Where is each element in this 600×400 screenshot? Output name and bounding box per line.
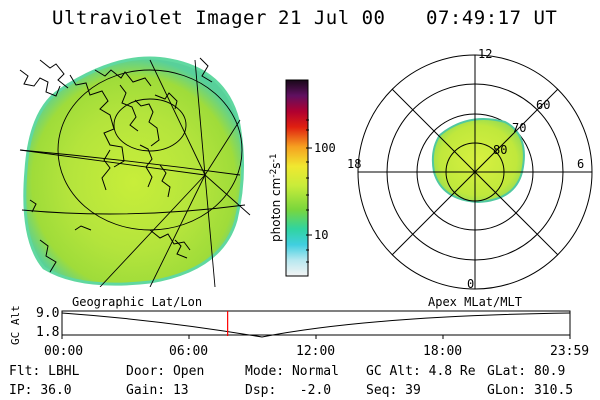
geographic-image: [19, 56, 251, 287]
info-seq: Seq: 39: [366, 383, 421, 398]
info-gain: Gain: 13: [126, 383, 189, 398]
left-panel-caption: Geographic Lat/Lon: [72, 295, 203, 309]
time-tick-2359: 23:59: [550, 344, 590, 359]
info-dsp: Dsp: -2.0: [245, 383, 332, 398]
time-label: 07:49:17 UT: [426, 7, 558, 29]
colorbar-ticks: [306, 119, 312, 263]
colorbar-tick-100: 100: [314, 141, 336, 155]
info-filter: Flt: LBHL: [9, 364, 80, 379]
info-glat: GLat: 80.9: [487, 364, 566, 379]
geo-grid: [19, 59, 251, 287]
time-tick-1200: 12:00: [296, 344, 336, 359]
info-door: Door: Open: [126, 364, 205, 379]
mlt-label-6: 6: [577, 157, 585, 171]
mlat-label-60: 60: [536, 98, 551, 112]
date-label: 21 Jul 00: [278, 7, 386, 29]
time-tick-1800: 18:00: [423, 344, 463, 359]
info-ip: IP: 36.0: [9, 383, 72, 398]
mlat-label-70: 70: [512, 121, 527, 135]
info-gc-alt: GC Alt: 4.8 Re: [366, 364, 476, 379]
mlt-label-18: 18: [347, 157, 362, 171]
altitude-xticks: [61, 335, 571, 339]
colorbar-tick-10: 10: [314, 228, 329, 242]
right-panel-caption: Apex MLat/MLT: [428, 295, 522, 309]
altitude-plot: [61, 310, 571, 339]
altitude-curve: [61, 312, 571, 338]
instrument-title: Ultraviolet Imager: [52, 7, 267, 29]
mlat-label-80: 80: [493, 143, 508, 157]
info-mode: Mode: Normal: [245, 364, 339, 379]
mlt-label-0: 0: [467, 277, 475, 291]
altitude-ylabel: GC Alt: [9, 305, 22, 345]
info-glon: GLon: 310.5: [487, 383, 574, 398]
coastlines: [19, 57, 213, 273]
colorbar-units: photon cm-2s-1: [269, 153, 283, 242]
mlt-spokes: [358, 55, 592, 289]
time-tick-0000: 00:00: [44, 344, 84, 359]
time-tick-0600: 06:00: [169, 344, 209, 359]
altitude-ytick-high: 9.0: [36, 306, 60, 321]
auroral-oval: [431, 118, 525, 204]
colorbar: [285, 79, 309, 277]
polar-plot: [357, 54, 593, 290]
altitude-ytick-low: 1.8: [36, 325, 60, 340]
mlt-label-12: 12: [478, 47, 493, 61]
